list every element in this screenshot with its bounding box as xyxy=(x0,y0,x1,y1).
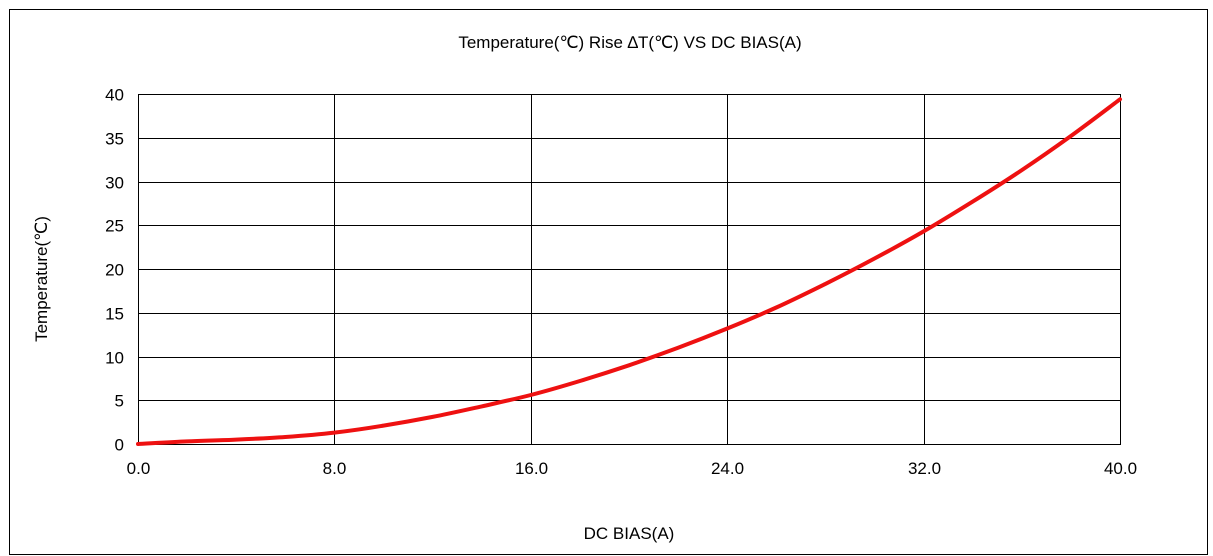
x-tick-labels: 0.0 8.0 16.0 24.0 32.0 40.0 xyxy=(127,459,1137,478)
chart-border xyxy=(9,9,1208,555)
y-tick-label: 25 xyxy=(105,217,124,236)
x-tick-label: 0.0 xyxy=(127,459,151,478)
series-line xyxy=(136,97,1122,446)
plot-area-border xyxy=(138,94,1121,445)
x-tick-label: 16.0 xyxy=(515,459,548,478)
y-tick-label: 15 xyxy=(105,305,124,324)
y-tick-label: 10 xyxy=(105,349,124,368)
y-tick-label: 35 xyxy=(105,130,124,149)
y-tick-label: 5 xyxy=(115,392,124,411)
y-tick-label: 30 xyxy=(105,174,124,193)
chart-title: Temperature(℃) Rise ∆T(℃) VS DC BIAS(A) xyxy=(458,33,801,52)
x-tick-label: 32.0 xyxy=(908,459,941,478)
y-tick-label: 20 xyxy=(105,261,124,280)
x-tick-label: 8.0 xyxy=(323,459,347,478)
y-tick-label: 0 xyxy=(115,436,124,455)
x-tick-label: 24.0 xyxy=(711,459,744,478)
y-tick-label: 40 xyxy=(105,86,124,105)
x-tick-label: 40.0 xyxy=(1104,459,1137,478)
x-axis-label: DC BIAS(A) xyxy=(584,524,675,543)
grid-lines xyxy=(138,94,1121,445)
y-tick-labels: 0 5 10 15 20 25 30 35 40 xyxy=(105,86,124,455)
y-axis-label: Temperature(℃) xyxy=(32,216,51,342)
